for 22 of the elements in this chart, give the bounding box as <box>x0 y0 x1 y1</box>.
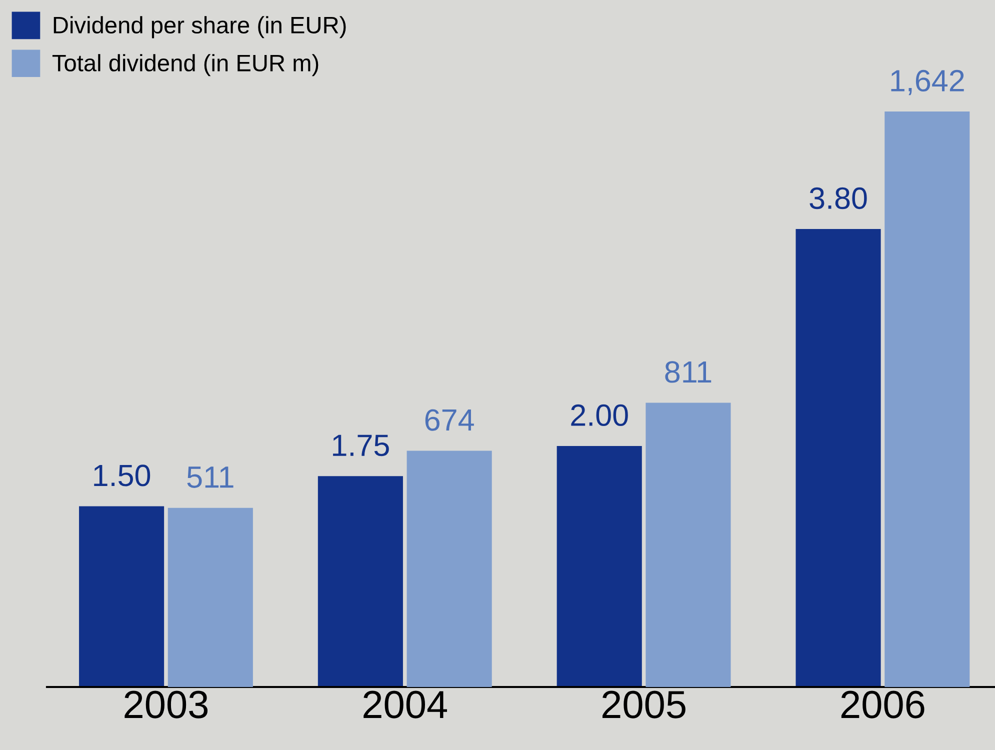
bar <box>79 506 164 687</box>
bar <box>796 229 881 687</box>
data-label: 1.50 <box>94 464 150 486</box>
x-tick-label: 2006 <box>841 690 924 718</box>
bar <box>646 402 731 687</box>
data-label: 3.80 <box>810 187 867 210</box>
x-tick-label: 2005 <box>602 690 686 718</box>
bar <box>884 111 970 687</box>
x-tick-label: 2003 <box>124 690 208 718</box>
bar <box>318 476 403 687</box>
data-label: 1.75 <box>333 434 389 456</box>
data-label: 511 <box>187 466 234 488</box>
bar <box>168 508 253 687</box>
data-label: 811 <box>665 361 712 383</box>
data-label: 2.00 <box>571 404 628 426</box>
legend-label: Dividend per share (in EUR) <box>54 16 346 38</box>
data-label: 1,642 <box>891 70 964 96</box>
data-label: 674 <box>425 409 474 431</box>
x-tick-label: 2004 <box>364 690 448 718</box>
legend-label: Total dividend (in EUR m) <box>52 54 318 76</box>
bar <box>556 446 642 687</box>
bar <box>406 450 492 687</box>
